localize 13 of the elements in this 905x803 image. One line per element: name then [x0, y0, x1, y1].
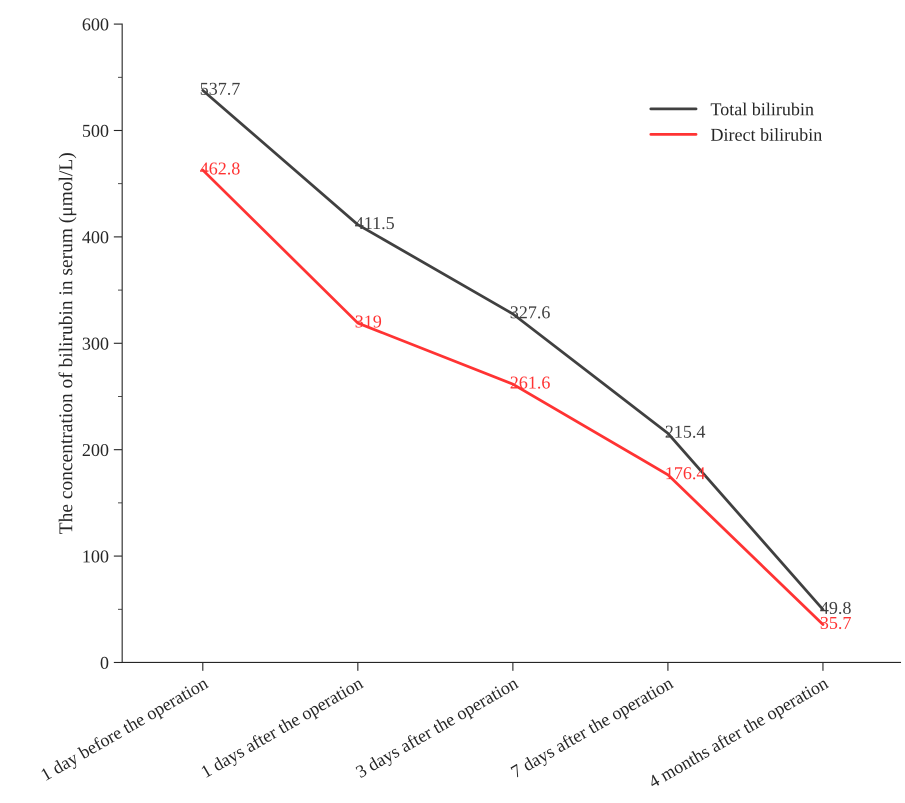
data-label: 327.6: [510, 306, 550, 319]
y-tick-label: 500: [82, 124, 108, 137]
y-tick-label: 200: [82, 444, 108, 456]
y-axis-title: The concentration of bilirubin in serum (μmol/L): [58, 153, 76, 534]
y-tick-label: 300: [82, 338, 108, 350]
y-tick-label: 400: [82, 231, 108, 244]
data-label: 537.7: [200, 82, 240, 95]
data-label: 261.6: [510, 376, 550, 389]
y-tick-label: 100: [83, 550, 108, 563]
legend-label: Total bilirubin: [710, 102, 814, 116]
legend-label: Direct bilirubin: [710, 128, 822, 141]
y-tick-label: 0: [100, 656, 108, 669]
y-tick-label: 600: [82, 18, 108, 31]
